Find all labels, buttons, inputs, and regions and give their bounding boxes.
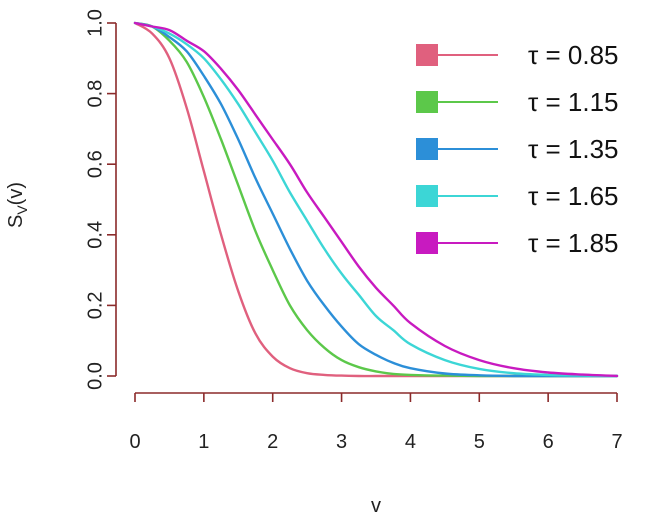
legend-swatch: [416, 44, 438, 66]
y-tick-label: 0.0: [84, 362, 106, 390]
y-tick-label: 0.2: [84, 291, 106, 319]
y-tick-label: 0.8: [84, 80, 106, 108]
x-tick-label: 1: [198, 431, 209, 453]
x-tick-label: 5: [474, 431, 485, 453]
legend-label: τ = 1.15: [528, 87, 619, 117]
legend-label: τ = 0.85: [528, 40, 619, 70]
legend-label: τ = 1.35: [528, 134, 619, 164]
y-axis-title: SV(v): [5, 182, 30, 228]
x-tick-label: 2: [267, 431, 278, 453]
y-tick-label: 1.0: [84, 9, 106, 37]
x-tick-label: 6: [543, 431, 554, 453]
legend-swatch: [416, 138, 438, 160]
series-line-3: [133, 21, 619, 378]
y-tick-label: 0.6: [84, 150, 106, 178]
x-tick-label: 3: [336, 431, 347, 453]
legend-swatch: [416, 91, 438, 113]
x-tick-label: 4: [405, 431, 416, 453]
y-axis: 0.0 0.2 0.4 0.6 0.8 1.0: [84, 9, 117, 390]
legend: τ = 0.85 τ = 1.15 τ = 1.35 τ = 1.65 τ = 1.85: [416, 40, 619, 258]
legend-swatch: [416, 232, 438, 254]
series-line-4: [133, 21, 619, 378]
legend-label: τ = 1.85: [528, 228, 619, 258]
x-axis: 0 1 2 3 4 5 6 7: [129, 392, 623, 453]
x-axis-title: v: [371, 495, 381, 517]
legend-label: τ = 1.65: [528, 181, 619, 211]
x-tick-label: 7: [611, 431, 622, 453]
y-tick-label: 0.4: [84, 221, 106, 249]
series-line-5: [133, 21, 619, 378]
x-tick-label: 0: [129, 431, 140, 453]
plot-area: [133, 21, 619, 378]
legend-swatch: [416, 185, 438, 207]
